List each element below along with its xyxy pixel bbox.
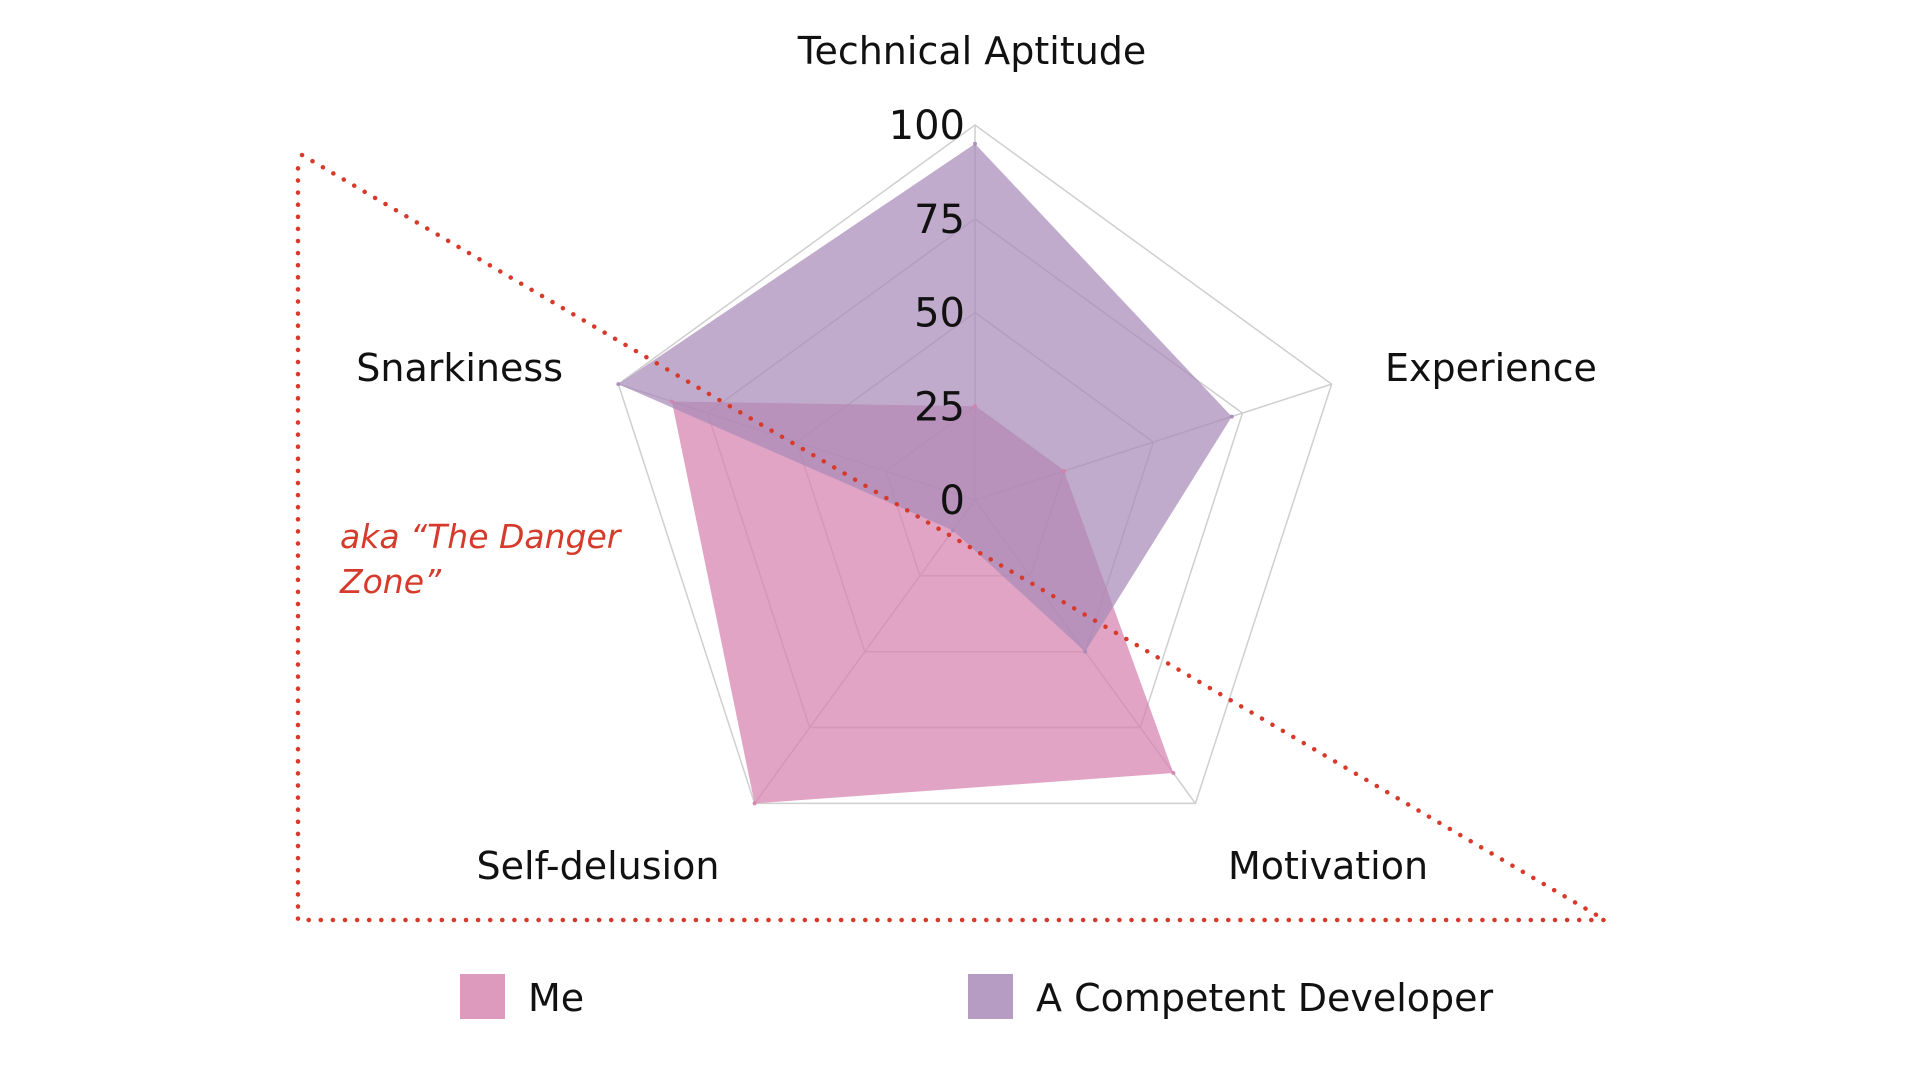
axis-label-technical-aptitude: Technical Aptitude	[797, 29, 1147, 73]
tick-label-25: 25	[914, 384, 965, 430]
point-a-competent-developer-experience	[1229, 414, 1234, 419]
point-me-experience	[1062, 469, 1067, 474]
point-a-competent-developer-self-delusion	[950, 528, 955, 533]
point-a-competent-developer-snarkiness	[616, 382, 621, 387]
point-me-motivation	[1171, 771, 1176, 776]
point-me-snarkiness	[669, 399, 674, 404]
legend-swatch-competent-developer	[968, 974, 1013, 1019]
tick-label-75: 75	[914, 197, 965, 243]
point-me-technical-aptitude	[973, 404, 977, 409]
series-layer	[616, 141, 1234, 806]
legend-swatch-me	[460, 974, 505, 1019]
axis-label-experience: Experience	[1385, 346, 1597, 390]
danger-zone-outline	[295, 152, 1614, 923]
axis-label-snarkiness: Snarkiness	[356, 346, 563, 390]
legend-label-competent-developer: A Competent Developer	[1036, 976, 1494, 1020]
axis-label-motivation: Motivation	[1228, 844, 1428, 888]
legend-label-me: Me	[528, 976, 584, 1020]
point-a-competent-developer-technical-aptitude	[973, 141, 977, 146]
tick-label-0: 0	[940, 478, 965, 524]
danger-zone-label-line-1: aka “The Danger	[340, 517, 623, 556]
tick-labels: 0 25 50 75 100	[889, 103, 965, 524]
tick-label-50: 50	[914, 291, 965, 337]
legend: Me A Competent Developer	[460, 974, 1494, 1020]
series-area-a-competent-developer	[618, 143, 1232, 652]
axis-labels: Technical Aptitude Experience Motivation…	[356, 29, 1597, 888]
danger-zone-label-line-2: Zone”	[339, 562, 442, 601]
point-me-self-delusion	[752, 801, 757, 806]
axis-label-self-delusion: Self-delusion	[477, 844, 720, 888]
grid-ring-100	[617, 124, 1333, 805]
tick-label-100: 100	[889, 103, 965, 149]
point-a-competent-developer-motivation	[1083, 649, 1088, 654]
danger-zone-annotation: aka “The Danger Zone”	[295, 152, 1614, 923]
